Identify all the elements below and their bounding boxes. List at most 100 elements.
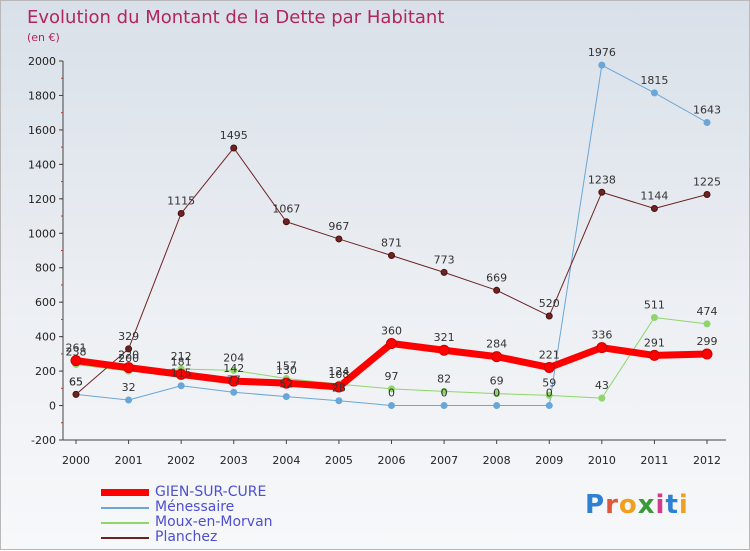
logo-letter: P — [585, 490, 606, 520]
data-point-menessaire — [650, 89, 658, 97]
data-label-planchez: 520 — [539, 297, 560, 310]
legend-swatch-menessaire — [101, 506, 149, 509]
y-axis-minor-tick — [61, 353, 63, 355]
data-label-planchez: 1495 — [220, 129, 248, 142]
data-point-menessaire — [335, 397, 343, 405]
y-tick-label: 0 — [49, 400, 56, 413]
legend-item-gien-sur-cure: GIEN-SUR-CURE — [101, 485, 273, 500]
data-label-gien-sur-cure: 108 — [328, 368, 349, 381]
logo-letter: o — [618, 490, 638, 520]
logo-letter: i — [655, 490, 666, 520]
data-point-planchez — [388, 251, 395, 259]
data-point-gien-sur-cure — [386, 338, 397, 350]
data-point-moux-en-morvan — [388, 385, 395, 393]
data-label-gien-sur-cure: 336 — [591, 329, 612, 342]
data-point-planchez — [440, 268, 448, 276]
data-point-moux-en-morvan — [440, 387, 448, 395]
data-point-gien-sur-cure — [438, 344, 450, 356]
data-point-gien-sur-cure — [596, 342, 608, 354]
data-point-moux-en-morvan — [493, 390, 501, 398]
data-label-moux-en-morvan: 43 — [595, 379, 609, 392]
legend-swatch-moux-en-morvan — [101, 521, 149, 524]
data-label-gien-sur-cure: 130 — [276, 364, 297, 377]
x-tick-label: 2010 — [588, 454, 616, 467]
data-label-planchez: 65 — [69, 375, 83, 388]
logo-letter: t — [665, 490, 679, 520]
data-point-menessaire — [545, 402, 553, 410]
y-axis-minor-tick — [61, 318, 63, 320]
data-point-planchez — [125, 345, 133, 353]
data-point-gien-sur-cure — [543, 361, 555, 373]
y-axis-minor-tick — [61, 112, 63, 114]
data-point-gien-sur-cure — [228, 375, 240, 387]
y-tick-label: 200 — [35, 365, 56, 378]
legend-item-moux-en-morvan: Moux-en-Morvan — [101, 515, 273, 530]
data-label-gien-sur-cure: 360 — [381, 325, 402, 338]
data-point-gien-sur-cure — [175, 368, 187, 380]
data-label-moux-en-morvan: 511 — [644, 299, 665, 312]
data-label-moux-en-morvan: 474 — [697, 305, 718, 318]
data-label-menessaire: 1815 — [640, 74, 668, 87]
data-point-menessaire — [282, 393, 290, 401]
data-point-planchez — [493, 286, 501, 294]
x-tick-label: 2004 — [272, 454, 300, 467]
data-label-moux-en-morvan: 59 — [542, 376, 556, 389]
x-tick-label: 2000 — [62, 454, 90, 467]
data-label-menessaire: 0 — [493, 387, 500, 400]
data-point-planchez — [598, 188, 606, 196]
data-label-planchez: 1067 — [272, 203, 300, 216]
y-tick-label: 1200 — [28, 193, 56, 206]
data-point-menessaire — [703, 119, 711, 127]
data-label-menessaire: 65 — [69, 375, 83, 388]
x-tick-label: 2009 — [535, 454, 563, 467]
data-point-planchez — [72, 390, 80, 398]
data-label-menessaire: 1976 — [588, 46, 616, 59]
data-label-gien-sur-cure: 142 — [223, 362, 244, 375]
data-label-menessaire: 115 — [171, 367, 192, 380]
data-label-planchez: 669 — [486, 271, 507, 284]
data-point-planchez — [335, 235, 343, 243]
data-point-planchez — [282, 218, 290, 226]
legend-item-planchez: Planchez — [101, 530, 273, 545]
data-label-planchez: 1144 — [640, 189, 668, 202]
data-label-planchez: 329 — [118, 330, 139, 343]
data-label-planchez: 773 — [434, 253, 455, 266]
data-label-gien-sur-cure: 261 — [66, 342, 87, 355]
data-label-gien-sur-cure: 321 — [434, 331, 455, 344]
x-tick-label: 2002 — [167, 454, 195, 467]
data-label-moux-en-morvan: 212 — [171, 350, 192, 363]
data-point-planchez — [177, 209, 185, 217]
legend: GIEN-SUR-CURE Ménessaire Moux-en-Morvan … — [101, 485, 273, 545]
data-label-planchez: 1238 — [588, 173, 616, 186]
axes: -200020040060080010001200140016001800200… — [28, 55, 726, 467]
y-tick-label: 1800 — [28, 89, 56, 102]
y-axis-minor-tick — [61, 387, 63, 389]
data-label-gien-sur-cure: 299 — [697, 335, 718, 348]
x-tick-label: 2012 — [693, 454, 721, 467]
y-tick-label: 1400 — [28, 158, 56, 171]
data-label-moux-en-morvan: 238 — [66, 346, 87, 359]
y-tick-label: 400 — [35, 331, 56, 344]
x-tick-label: 2003 — [220, 454, 248, 467]
data-label-menessaire: 1643 — [693, 104, 721, 117]
legend-label: Ménessaire — [155, 499, 235, 515]
data-point-menessaire — [440, 402, 448, 410]
x-tick-label: 2011 — [640, 454, 668, 467]
chart-title: Evolution du Montant de la Dette par Hab… — [27, 7, 444, 28]
data-label-moux-en-morvan: 82 — [437, 372, 451, 385]
logo-letter: r — [605, 490, 619, 520]
y-axis-minor-tick — [61, 215, 63, 217]
legend-label: GIEN-SUR-CURE — [155, 484, 267, 500]
y-tick-label: -200 — [31, 434, 56, 447]
y-axis-minor-tick — [61, 250, 63, 251]
data-point-gien-sur-cure — [491, 351, 503, 363]
data-label-planchez: 871 — [381, 236, 402, 249]
data-label-moux-en-morvan: 97 — [385, 370, 399, 383]
data-label-gien-sur-cure: 221 — [539, 348, 560, 361]
proxiti-logo: Proxiti — [585, 490, 689, 520]
x-tick-label: 2008 — [483, 454, 511, 467]
data-label-menessaire: 32 — [122, 381, 136, 394]
data-point-menessaire — [493, 402, 501, 410]
data-label-menessaire: 0 — [441, 387, 448, 400]
